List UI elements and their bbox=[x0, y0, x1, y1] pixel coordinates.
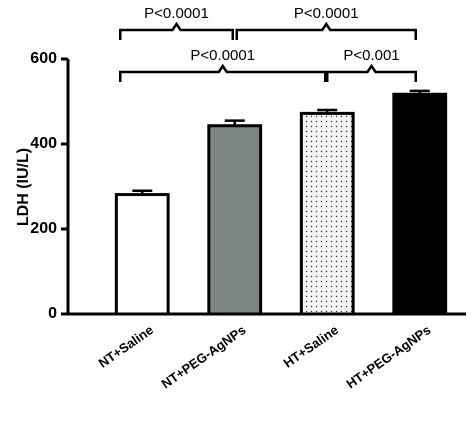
bar bbox=[392, 92, 448, 316]
y-tick-label: 400 bbox=[30, 135, 57, 152]
y-tick-label: 200 bbox=[30, 220, 57, 237]
x-tick-label: HT+PEG-AgNPs bbox=[344, 322, 434, 391]
x-tick-label: NT+PEG-AgNPs bbox=[159, 322, 249, 391]
bar bbox=[114, 193, 170, 316]
significance-bracket bbox=[235, 21, 417, 40]
x-tick-label: NT+Saline bbox=[96, 322, 156, 371]
bar bbox=[207, 124, 263, 316]
y-tick-label: 600 bbox=[30, 50, 57, 67]
y-axis-label: LDH (IU/L) bbox=[15, 148, 32, 226]
significance-label: P<0.0001 bbox=[144, 5, 209, 22]
significance-label: P<0.0001 bbox=[294, 5, 359, 22]
x-tick-label: HT+Saline bbox=[281, 322, 341, 371]
significance-label: P<0.0001 bbox=[190, 47, 255, 64]
bar bbox=[299, 111, 355, 316]
significance-label: P<0.001 bbox=[343, 47, 399, 64]
significance-bracket bbox=[119, 21, 234, 40]
significance-bracket bbox=[326, 63, 417, 82]
significance-bracket bbox=[119, 63, 327, 82]
y-tick-label: 0 bbox=[48, 305, 57, 322]
